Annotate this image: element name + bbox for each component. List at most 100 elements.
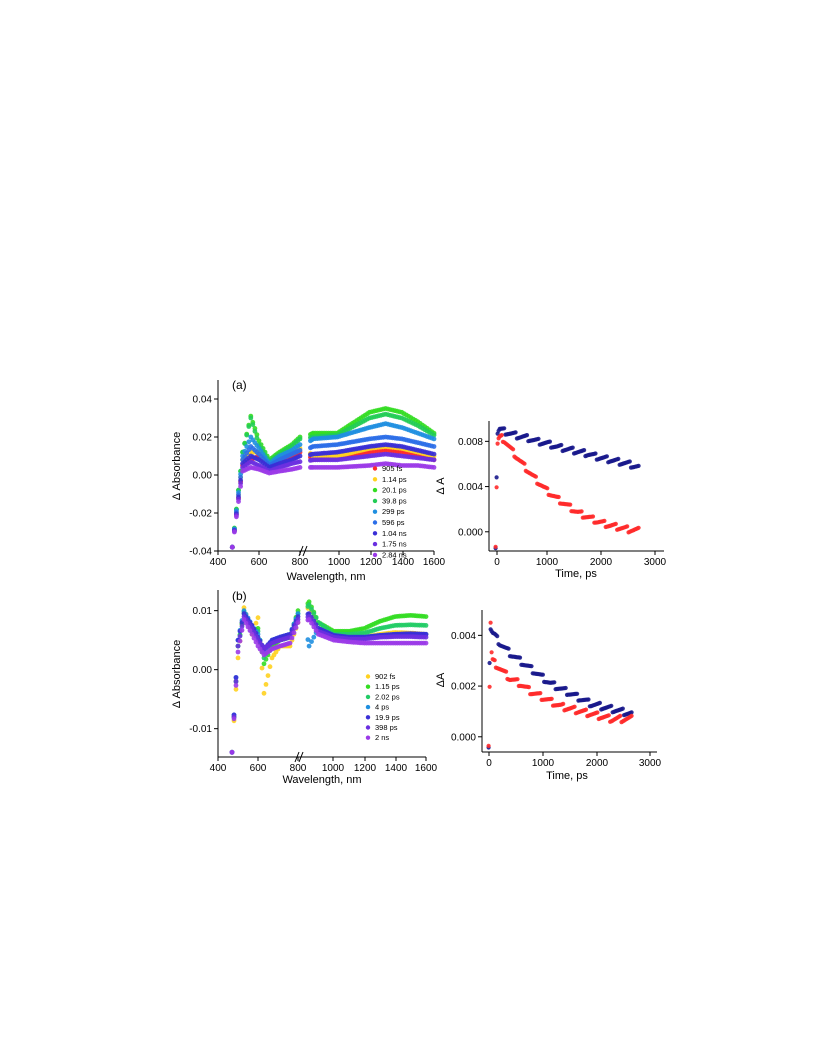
series-2-ns [229,617,429,755]
data-point [235,649,241,655]
legend-marker [365,694,371,700]
x-tick-label: 1000 [322,763,345,774]
data-point [604,454,610,459]
data-point [602,518,607,524]
panel-b-kinetics: 0.004 0.002 0.000 0 1000 2000 3000 ΔA Time, p… [435,610,662,782]
legend-label: 2 ns [375,733,389,742]
data-point [423,640,429,646]
panel-label: (a) [232,378,247,392]
data-point [238,484,244,489]
series-2-84-ns [229,461,437,550]
data-point [620,706,625,711]
data-point [583,707,589,712]
data-point [561,701,566,707]
data-point [259,665,265,671]
legend-marker [372,477,378,482]
data-point [423,614,429,619]
plot-area [229,599,429,755]
x-tick-label: 1200 [360,557,383,568]
legend-label: 20.1 ps [382,486,407,495]
x-tick-label: 1600 [423,557,446,568]
data-point [263,682,269,687]
legend-label: 299 ps [382,507,405,516]
data-point [239,627,245,633]
data-point [517,655,523,660]
y-tick-label: 0.000 [451,732,476,743]
legend-label: 1.75 ns [382,540,407,549]
data-point [423,623,429,628]
legend-marker [372,541,378,547]
data-point [526,685,532,690]
legend-label: 596 ps [382,518,405,527]
y-tick-label: 0.04 [193,395,213,406]
legend-marker [372,487,378,493]
series-trace-1 [493,433,641,549]
legend-label: 4 ps [375,703,389,712]
data-point [297,465,303,470]
data-point [237,638,243,644]
data-point [251,635,257,641]
data-point [267,664,273,670]
data-point [229,544,235,550]
data-point [524,433,530,438]
data-point [431,436,437,442]
data-point [556,494,561,500]
data-point [431,451,437,457]
y-tick-label: 0.002 [451,682,476,693]
data-point [538,691,543,696]
data-point [486,743,491,749]
data-point [252,428,258,434]
legend-marker [372,531,378,536]
data-point [297,453,303,459]
legend-marker [372,498,378,504]
data-point [241,617,247,622]
data-point [295,620,301,625]
data-point [247,628,253,633]
data-point [261,661,267,667]
x-tick-label: 1400 [392,557,415,568]
x-tick-label: 0 [486,758,492,769]
x-tick-label: 400 [210,763,227,774]
data-point [586,697,591,702]
y-axis-title: Δ Absorbance [171,432,183,501]
legend-marker [372,509,378,514]
data-point [233,686,239,692]
data-point [244,432,250,438]
data-point [431,457,437,463]
data-point [495,634,500,639]
plot-area [486,620,634,750]
data-point [597,700,603,706]
x-tick-label: 600 [251,557,268,568]
data-point [243,620,249,626]
data-point [549,696,554,701]
data-point [297,442,303,447]
axis-break-marker [298,545,308,557]
plot-area [229,406,437,550]
legend-marker [365,715,371,720]
legend-label: 19.9 ps [375,713,400,722]
data-point [636,525,641,530]
data-point [559,442,564,448]
data-point [488,620,493,625]
legend-marker [365,674,371,679]
data-point [261,690,267,696]
x-tick-label: 1000 [328,557,351,568]
x-tick-label: 2000 [586,758,609,769]
legend-label: 2.84 ns [382,550,407,559]
data-point [297,436,303,442]
data-point [255,615,261,621]
x-tick-label: 1400 [385,763,408,774]
data-point [625,524,630,529]
data-point [609,703,614,708]
data-point [253,620,259,626]
x-tick-label: 3000 [644,557,667,568]
data-point [306,602,312,608]
data-point [246,424,252,429]
x-tick-label: 800 [292,557,309,568]
data-point [506,646,511,651]
series-2-02-ps [229,602,429,755]
x-tick-label: 800 [290,763,307,774]
data-point [513,430,518,435]
